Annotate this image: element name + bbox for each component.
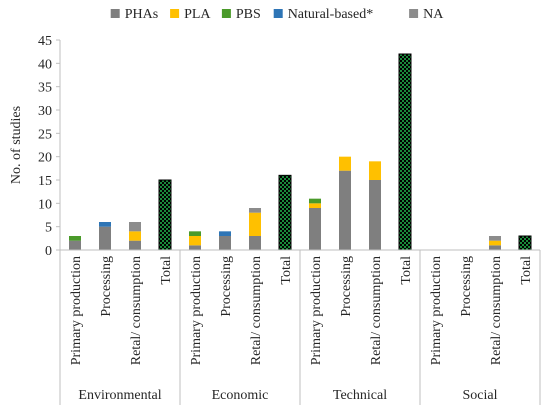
bar-segment [309,208,321,250]
y-tick-label: 5 [45,221,52,236]
bar-segment [339,170,351,250]
y-tick-label: 30 [38,104,52,119]
bar-segment [369,180,381,250]
bar-segment [189,231,201,236]
y-axis-label: No. of studies [9,106,24,184]
x-tick-label: Total [279,256,294,285]
bar-segment [489,240,501,246]
x-tick-label: Processing [99,256,114,317]
bar-segment [129,222,141,232]
bar-segment [249,212,261,236]
bar-segment [369,161,381,180]
bar-segment [129,240,141,250]
x-tick-label: Processing [339,256,354,317]
legend-label: PHAs [125,7,158,22]
y-tick-label: 45 [38,34,52,49]
legend-swatch [110,9,120,18]
group-label: Technical [333,388,387,403]
bar-segment [249,236,261,250]
plot-area [69,53,532,251]
x-tick-label: Primary production [69,256,84,365]
bar-segment [99,226,111,250]
legend: PHAs PLA PBS Natural-based* NA [110,7,444,22]
bar-segment [309,203,321,208]
group-label: Economic [212,388,269,403]
y-tick-label: 40 [38,57,52,72]
x-tick-label: Retal/ consumption [489,256,504,365]
bar-segment [249,208,261,213]
x-tick-label: Primary production [309,256,324,365]
bar-segment [339,156,351,171]
bar-total [518,235,532,251]
legend-label: NA [423,7,444,22]
legend-swatch [409,9,419,18]
group-label: Social [463,388,498,403]
legend-label: PLA [184,7,211,22]
x-tick-label: Processing [219,256,234,317]
bar-segment [219,236,231,250]
x-tick-label: Processing [459,256,474,317]
legend-label: PBS [236,7,261,22]
y-tick-label: 20 [38,151,52,166]
x-tick-label: Retal/ consumption [369,256,384,365]
x-tick-label: Retal/ consumption [129,256,144,365]
y-axis: 0 5 10 15 20 25 30 35 40 45 [38,34,61,259]
legend-swatch [221,9,231,18]
x-tick-label: Total [159,256,174,285]
legend-swatch [170,9,180,18]
bar-total [398,53,412,251]
bar-segment [489,236,501,241]
bar-segment [69,236,81,241]
bar-segment [189,245,201,250]
y-tick-label: 10 [38,197,52,212]
x-tick-label: Primary production [189,256,204,365]
bar-segment [489,245,501,250]
bar-total [158,179,172,251]
bar-segment [69,240,81,250]
y-tick-label: 25 [38,127,52,142]
x-tick-label: Primary production [429,256,444,365]
bar-segment [189,236,201,246]
bar-segment [129,231,141,241]
bar-total [278,174,292,251]
y-tick-label: 35 [38,81,52,96]
legend-swatch [273,9,283,18]
bar-segment [309,198,321,204]
bar-segment [99,222,111,227]
group-label: Environmental [78,388,161,403]
legend-label: Natural-based* [288,7,374,22]
x-tick-label: Retal/ consumption [249,256,264,365]
y-tick-label: 0 [45,244,52,259]
bar-segment [219,231,231,236]
y-tick-label: 15 [38,174,52,189]
x-tick-label: Total [519,256,534,285]
x-axis: Primary production Processing Retal/ consu… [59,249,541,405]
x-tick-label: Total [399,256,414,285]
